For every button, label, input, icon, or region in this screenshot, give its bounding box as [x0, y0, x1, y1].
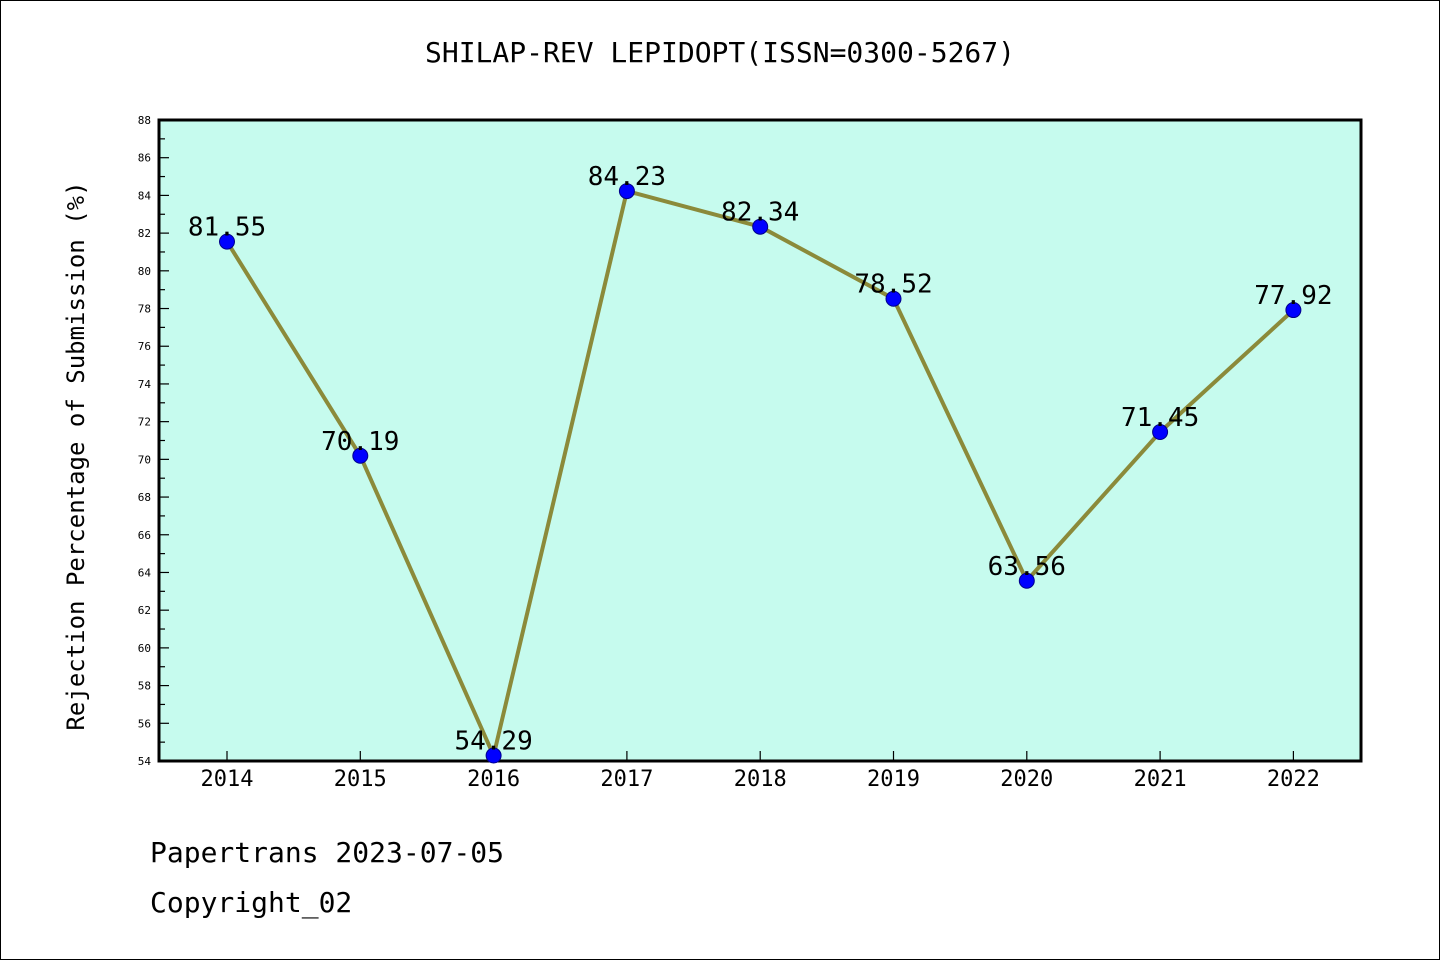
- x-tick-label: 2014: [201, 767, 254, 792]
- y-tick-label: 88: [138, 114, 151, 127]
- x-tick-label: 2018: [734, 767, 787, 792]
- x-tick-label: 2017: [600, 767, 653, 792]
- y-tick-label: 66: [138, 529, 151, 542]
- y-tick-label: 58: [138, 680, 151, 693]
- y-tick-label: 82: [138, 227, 151, 240]
- x-tick-label: 2021: [1134, 767, 1187, 792]
- data-label: 70.19: [321, 427, 399, 457]
- data-label: 71.45: [1121, 403, 1199, 433]
- footer-copyright: Copyright_02: [150, 886, 353, 919]
- y-tick-label: 54: [138, 755, 152, 768]
- x-tick-label: 2019: [867, 767, 920, 792]
- x-tick-label: 2020: [1000, 767, 1053, 792]
- data-point: [352, 447, 369, 464]
- data-point: [1285, 302, 1302, 319]
- data-label: 78.52: [854, 270, 932, 300]
- chart-title: SHILAP-REV LEPIDOPT(ISSN=0300-5267): [424, 36, 1015, 69]
- data-label: 82.34: [721, 198, 799, 228]
- y-tick-label: 68: [138, 491, 151, 504]
- footer-date: Papertrans 2023-07-05: [150, 836, 505, 869]
- data-label: 81.55: [188, 213, 266, 243]
- y-tick-label: 80: [138, 265, 151, 278]
- data-point: [1018, 572, 1035, 589]
- data-point: [618, 183, 635, 200]
- y-tick-label: 70: [138, 453, 151, 466]
- y-tick-label: 60: [138, 642, 151, 655]
- y-axis-label: Rejection Percentage of Submission (%): [62, 181, 90, 730]
- data-point: [1152, 424, 1169, 441]
- y-tick-label: 78: [138, 303, 151, 316]
- data-point: [752, 218, 769, 235]
- x-tick-label: 2016: [467, 767, 520, 792]
- series: [219, 183, 1302, 764]
- x-tick-label: 2022: [1267, 767, 1320, 792]
- data-label: 63.56: [988, 552, 1066, 582]
- x-axis: 2014 2015 2016 2017 2018 2019 2020 2021 2022: [201, 751, 1320, 792]
- data-point: [219, 233, 235, 250]
- y-tick-label: 84: [138, 189, 152, 202]
- data-point: [485, 747, 502, 764]
- data-point: [885, 290, 902, 307]
- y-axis: 54 56 58 60 62 64 66 68 70 72 74 76 78 80 82 84 86 88: [138, 114, 169, 768]
- y-tick-label: 72: [138, 416, 151, 429]
- y-tick-label: 76: [138, 340, 151, 353]
- data-label: 54.29: [454, 727, 532, 757]
- y-tick-label: 56: [138, 717, 151, 730]
- y-tick-label: 74: [138, 378, 152, 391]
- data-label: 77.92: [1254, 281, 1332, 311]
- y-tick-label: 64: [138, 566, 152, 579]
- data-label: 84.23: [588, 162, 666, 192]
- x-tick-label: 2015: [334, 767, 387, 792]
- y-tick-label: 86: [138, 152, 151, 165]
- data-labels: 81.55 70.19 54.29 84.23 82.34 78.52 63.56 71.45…: [188, 162, 1333, 756]
- y-tick-label: 62: [138, 604, 151, 617]
